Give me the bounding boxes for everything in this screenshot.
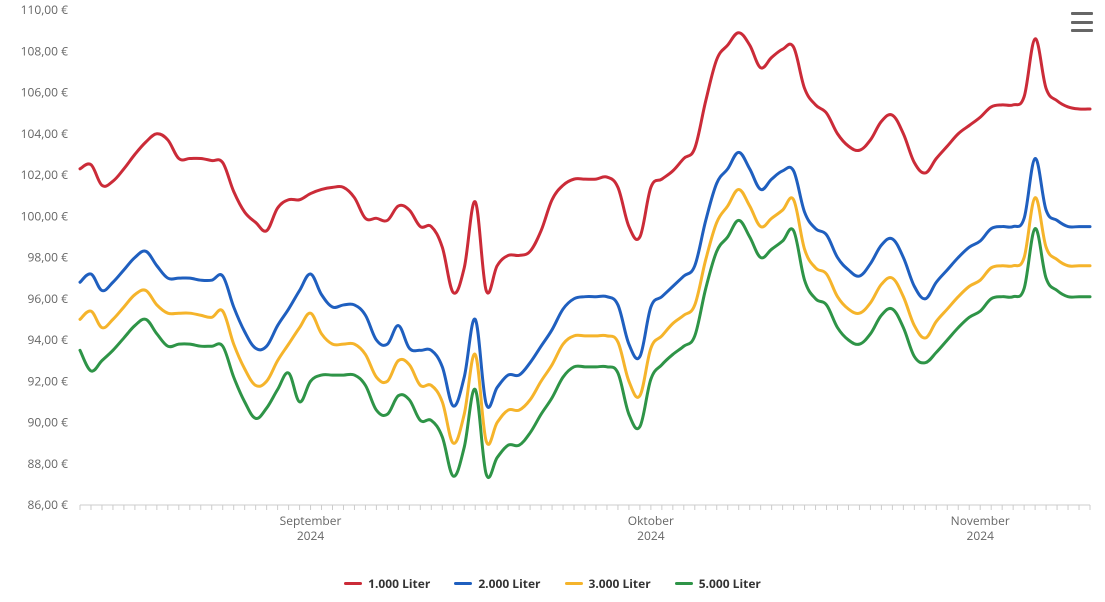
y-tick-label: 86,00 € <box>27 496 68 513</box>
series-line[interactable] <box>80 33 1090 294</box>
legend-label: 2.000 Liter <box>478 575 540 592</box>
y-tick-label: 106,00 € <box>21 84 69 101</box>
legend-swatch <box>675 582 693 585</box>
legend-item[interactable]: 2.000 Liter <box>454 575 540 592</box>
y-tick-label: 100,00 € <box>21 207 69 224</box>
y-tick-label: 98,00 € <box>27 249 68 266</box>
legend-swatch <box>454 582 472 585</box>
legend-label: 5.000 Liter <box>699 575 761 592</box>
series-line[interactable] <box>80 220 1090 477</box>
x-major-sublabel: 2024 <box>966 527 994 544</box>
y-tick-label: 110,00 € <box>21 1 69 18</box>
legend-swatch <box>344 582 362 585</box>
y-tick-label: 94,00 € <box>27 331 68 348</box>
y-tick-label: 90,00 € <box>27 414 68 431</box>
legend-swatch <box>565 582 583 585</box>
y-tick-label: 88,00 € <box>27 455 68 472</box>
legend-label: 3.000 Liter <box>589 575 651 592</box>
series-line[interactable] <box>80 189 1090 444</box>
x-major-sublabel: 2024 <box>637 527 665 544</box>
legend-item[interactable]: 3.000 Liter <box>565 575 651 592</box>
y-tick-label: 108,00 € <box>21 42 69 59</box>
chart-canvas: 86,00 € 88,00 € 90,00 € 92,00 € 94,00 € 96,00… <box>0 0 1105 562</box>
y-tick-label: 96,00 € <box>27 290 68 307</box>
y-tick-label: 104,00 € <box>21 125 69 142</box>
legend-label: 1.000 Liter <box>368 575 430 592</box>
price-chart: 86,00 € 88,00 € 90,00 € 92,00 € 94,00 € 96,00… <box>0 0 1105 602</box>
x-major-sublabel: 2024 <box>297 527 325 544</box>
legend-item[interactable]: 5.000 Liter <box>675 575 761 592</box>
y-tick-label: 92,00 € <box>27 372 68 389</box>
y-tick-label: 102,00 € <box>21 166 69 183</box>
hamburger-menu-icon[interactable] <box>1071 10 1093 34</box>
legend-item[interactable]: 1.000 Liter <box>344 575 430 592</box>
legend: 1.000 Liter 2.000 Liter 3.000 Liter 5.000 L… <box>0 575 1105 592</box>
